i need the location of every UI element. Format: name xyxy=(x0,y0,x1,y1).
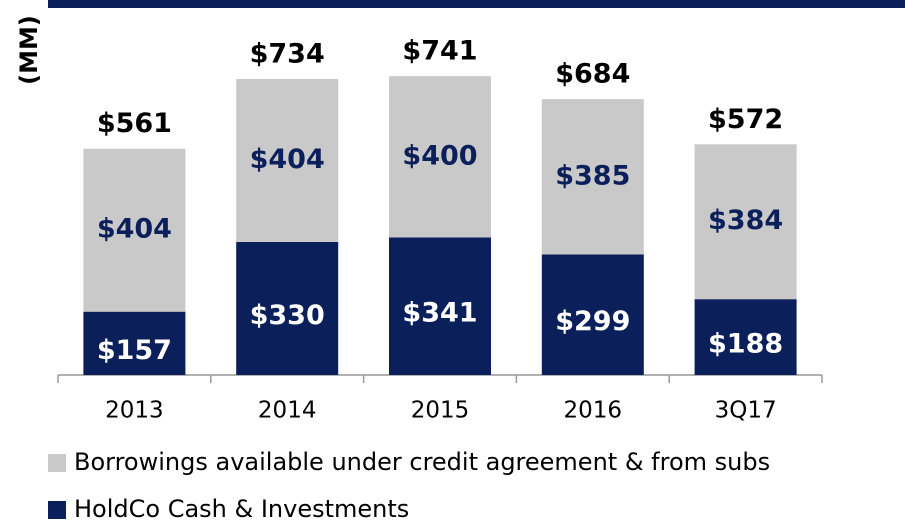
value-label: $404 xyxy=(250,144,325,175)
legend-swatch xyxy=(48,501,66,519)
bar-segment xyxy=(83,148,186,312)
bar-segment xyxy=(83,311,186,375)
value-label: $385 xyxy=(555,160,630,191)
value-label: $330 xyxy=(250,300,325,331)
bar-segment xyxy=(236,241,339,375)
x-tick-label: 2016 xyxy=(564,398,623,424)
total-label: $572 xyxy=(708,104,783,135)
value-label: $341 xyxy=(402,298,477,329)
total-label: $741 xyxy=(402,36,477,67)
value-label: $404 xyxy=(97,214,172,245)
x-tick-label: 3Q17 xyxy=(715,398,777,424)
total-label: $684 xyxy=(555,59,630,90)
x-tick-label: 2013 xyxy=(105,398,164,424)
value-label: $188 xyxy=(708,329,783,360)
legend-label: HoldCo Cash & Investments xyxy=(74,495,409,523)
value-label: $157 xyxy=(97,335,172,366)
bar-segment xyxy=(389,237,491,375)
bar-segment xyxy=(389,76,491,238)
legend-swatch xyxy=(48,454,66,472)
legend-label: Borrowings available under credit agreem… xyxy=(74,448,770,476)
value-label: $384 xyxy=(708,205,783,236)
value-label: $400 xyxy=(402,140,477,171)
top-band xyxy=(48,0,905,8)
bar-segment xyxy=(541,254,644,375)
bar-segment xyxy=(694,299,797,375)
total-label: $561 xyxy=(97,108,172,139)
total-label: $734 xyxy=(250,38,325,69)
y-axis-label: (MM) xyxy=(15,15,43,85)
value-label: $299 xyxy=(555,306,630,337)
bar-segment xyxy=(541,99,644,255)
bar-segment xyxy=(694,144,797,300)
x-tick-label: 2015 xyxy=(411,398,470,424)
x-tick-label: 2014 xyxy=(258,398,317,424)
bar-segment xyxy=(236,78,339,242)
